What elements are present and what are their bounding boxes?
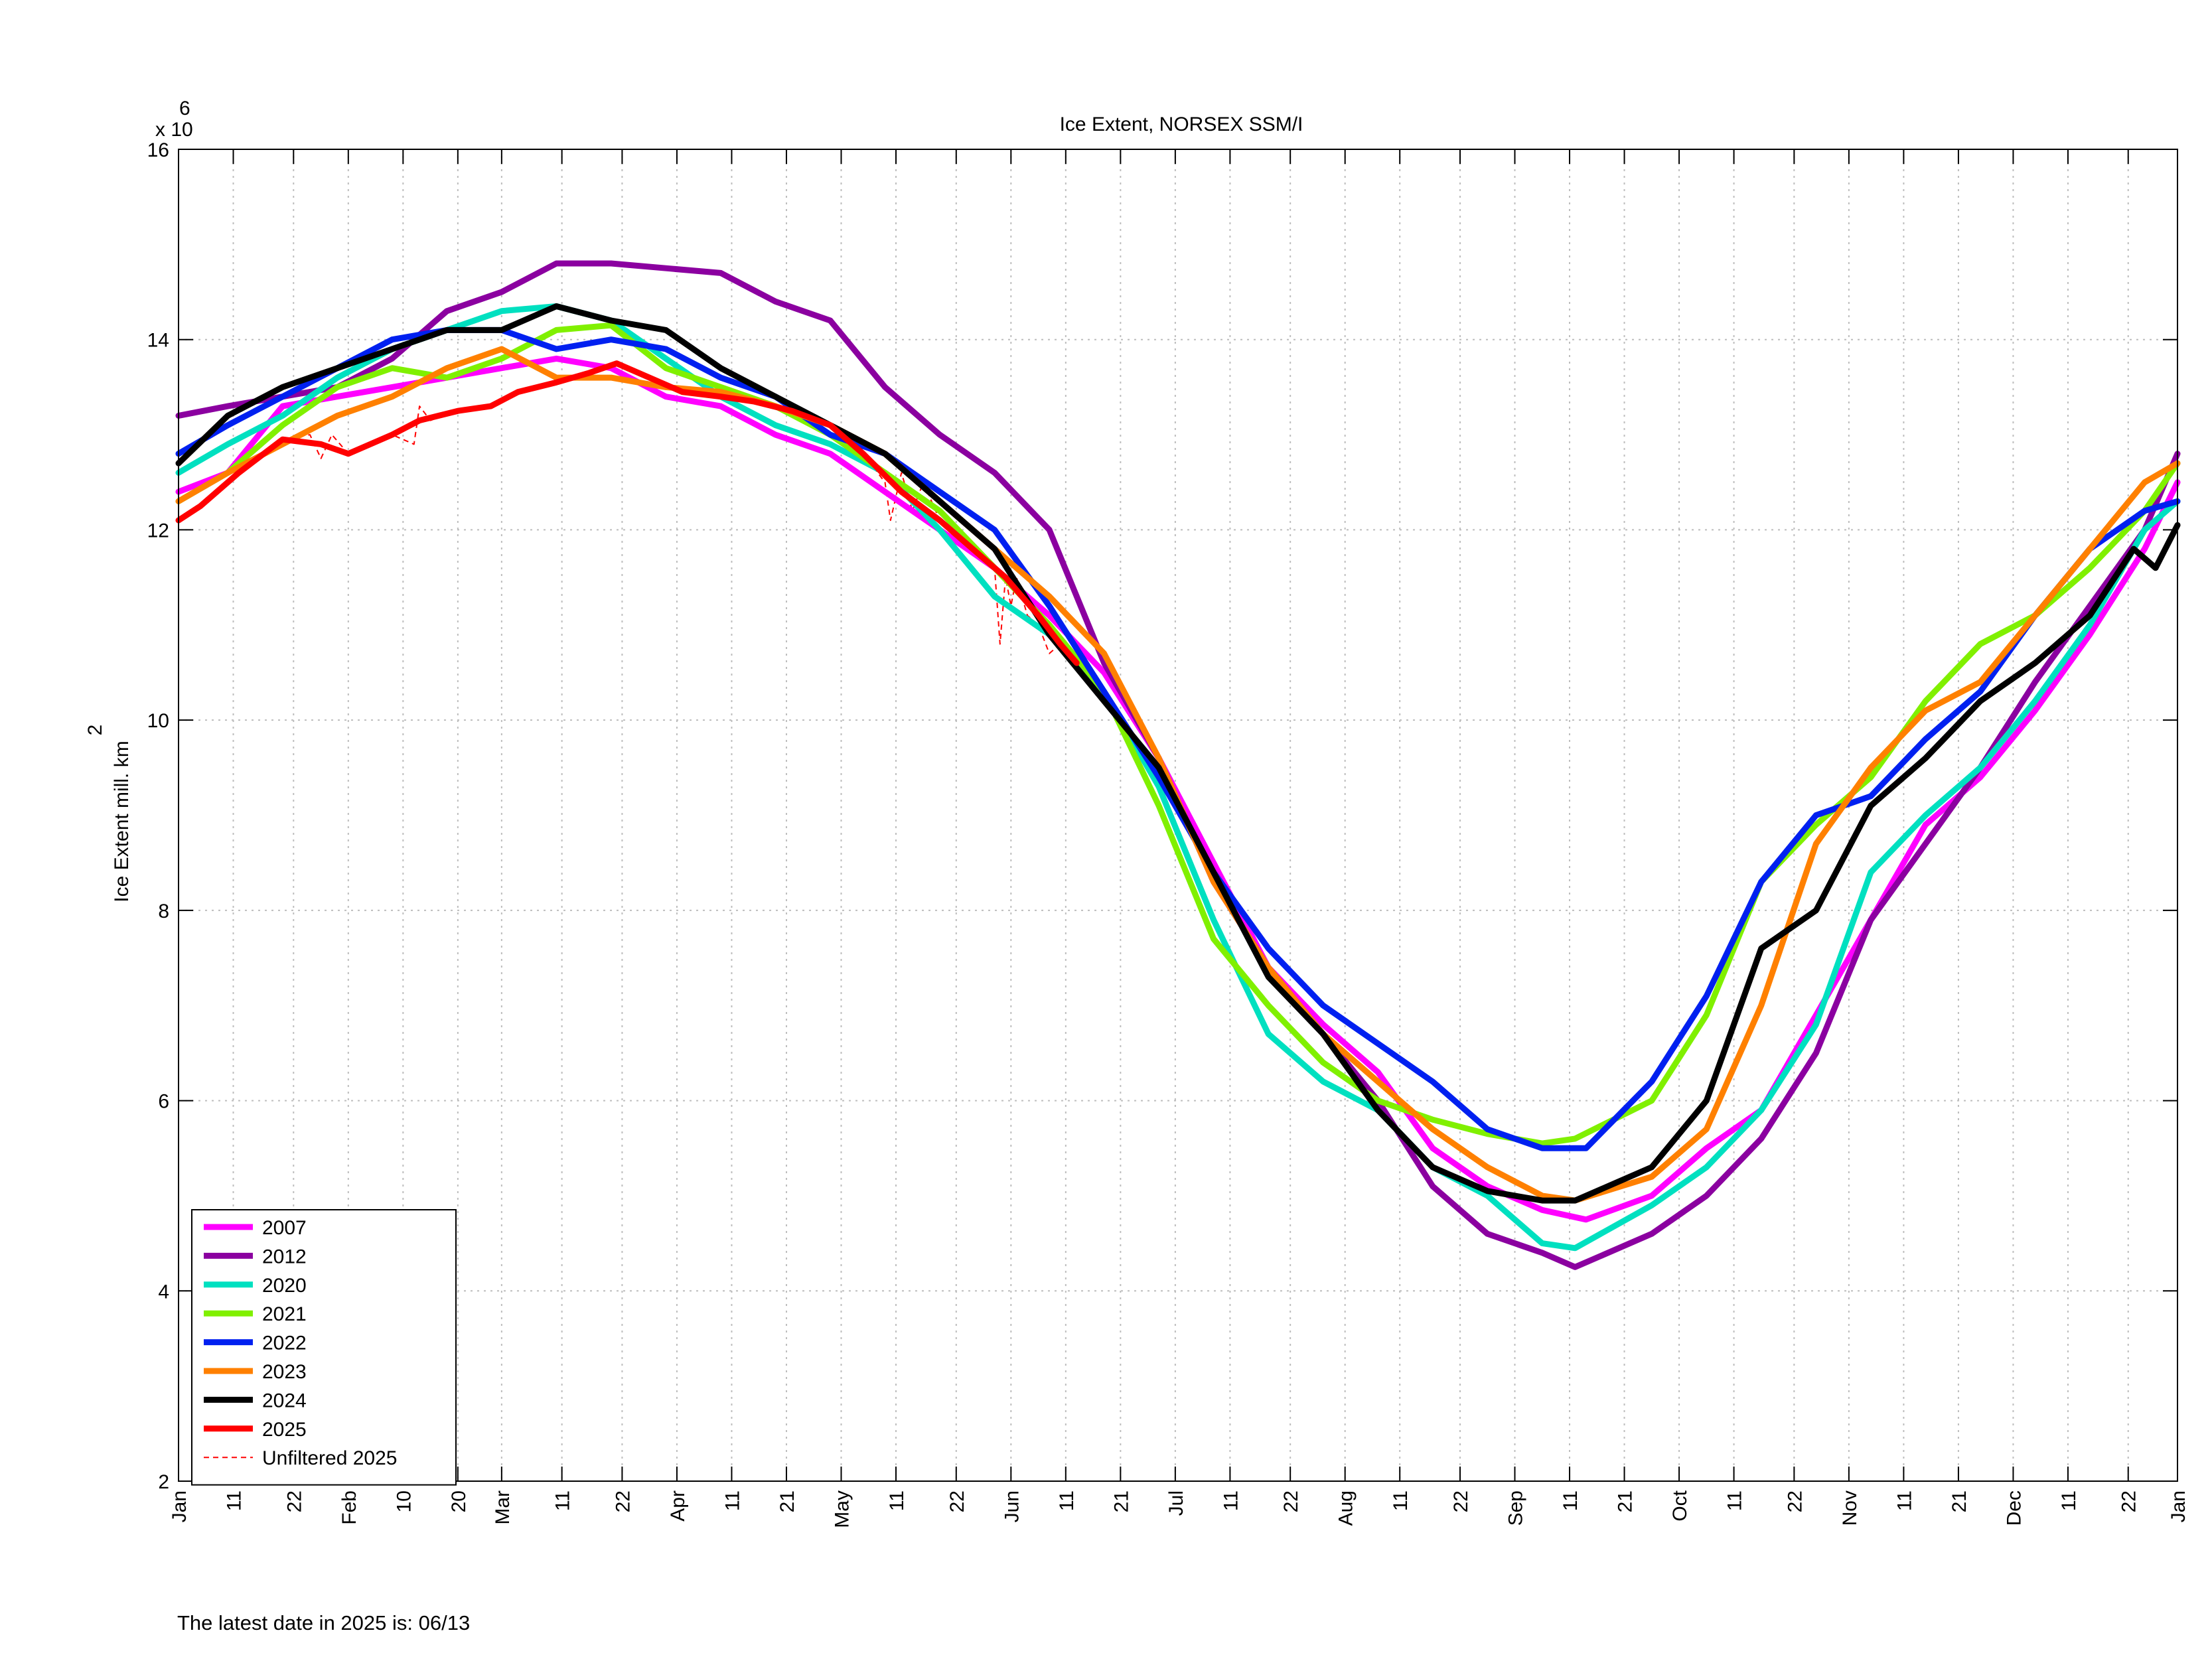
x-tick-label: 11	[552, 1490, 574, 1511]
x-tick-label: 22	[612, 1490, 634, 1512]
x-tick-label: 21	[1949, 1490, 1970, 1512]
x-tick-label: Aug	[1335, 1490, 1357, 1526]
plot-frame	[178, 149, 2178, 1482]
x-tick-label: Feb	[338, 1490, 360, 1525]
x-tick-label: 22	[2118, 1490, 2140, 1512]
x-tick-label: 21	[1110, 1490, 1132, 1512]
x-tick-label: Apr	[667, 1490, 689, 1522]
x-tick-label: 11	[1220, 1490, 1242, 1511]
x-tick-label: Jan	[169, 1490, 190, 1522]
y-tick-label: 12	[147, 520, 169, 541]
y-tick-label: 16	[147, 139, 169, 161]
x-tick-label: Jan	[2168, 1490, 2189, 1522]
y-tick-label: 2	[158, 1471, 169, 1493]
chart-title: Ice Extent, NORSEX SSM/I	[1060, 113, 1303, 135]
series-line-2022	[175, 326, 2181, 1151]
series-line-2020	[175, 303, 2181, 1252]
x-tick-label: 11	[1056, 1490, 1078, 1511]
x-tick-label: Dec	[2003, 1490, 2025, 1526]
x-tick-label: 22	[283, 1490, 305, 1512]
x-tick-label: 11	[1893, 1490, 1915, 1511]
x-tick-label: 22	[1450, 1490, 1472, 1512]
legend: 2007 2012 2020 2021 2022 2023 2024 2025 Unfilter…	[191, 1209, 457, 1486]
x-tick-label: 11	[1724, 1490, 1746, 1511]
x-tick-label: 11	[224, 1490, 246, 1511]
legend-label: 2007	[262, 1217, 307, 1239]
x-tick-label: 21	[1615, 1490, 1637, 1512]
y-axis-label: Ice Extent mill. km	[111, 741, 133, 902]
legend-label: 2020	[262, 1275, 307, 1297]
plot-series	[175, 260, 2181, 1270]
x-tick-label: Jul	[1165, 1490, 1187, 1516]
y-axis-label-superscript-group: 2	[84, 725, 106, 736]
y-tick-label: 4	[158, 1281, 169, 1303]
x-axis-ticks: Jan 11 22 Feb 10 20 Mar 11 22 Apr 11 21 May 11 22 Jun 11…	[169, 149, 2189, 1528]
x-tick-label: 22	[946, 1490, 968, 1512]
y-axis-label-superscript: 2	[84, 725, 106, 736]
y-tick-label: 8	[158, 901, 169, 922]
y-exponent-label: x 10	[155, 119, 193, 141]
y-tick-label: 6	[158, 1091, 169, 1113]
x-tick-label: 22	[1784, 1490, 1806, 1512]
x-tick-label: 22	[1280, 1490, 1302, 1512]
y-axis-ticks: 2 4 6 8 10 12 14 16	[147, 139, 2177, 1493]
y-axis-label-group: Ice Extent mill. km	[111, 741, 133, 902]
x-tick-label: Nov	[1839, 1490, 1861, 1526]
x-tick-label: 11	[1390, 1490, 1412, 1511]
series-line-2023	[175, 346, 2181, 1204]
legend-label: 2022	[262, 1333, 307, 1354]
series-line-2025	[175, 360, 1080, 666]
x-tick-label: May	[831, 1490, 853, 1528]
legend-label: 2024	[262, 1390, 307, 1411]
x-tick-label: 20	[448, 1490, 470, 1512]
x-tick-label: Mar	[492, 1490, 514, 1525]
y-exponent-power: 6	[179, 98, 190, 119]
x-tick-label: 10	[393, 1490, 415, 1512]
legend-label: Unfiltered 2025	[262, 1447, 397, 1469]
x-tick-label: 11	[721, 1490, 743, 1511]
y-tick-label: 14	[147, 330, 169, 352]
latest-date-note: The latest date in 2025 is: 06/13	[177, 1611, 471, 1634]
series-line-2024	[175, 303, 2181, 1204]
x-tick-label: 11	[886, 1490, 908, 1511]
x-tick-label: 21	[776, 1490, 798, 1512]
x-tick-label: 11	[1560, 1490, 1582, 1511]
x-tick-label: Oct	[1669, 1490, 1691, 1521]
y-tick-label: 10	[147, 710, 169, 732]
legend-box	[191, 1209, 457, 1486]
series-line-2021	[175, 322, 2181, 1147]
legend-label: 2012	[262, 1246, 307, 1267]
legend-label: 2021	[262, 1303, 307, 1325]
legend-label: 2025	[262, 1419, 307, 1441]
x-tick-label: Sep	[1505, 1490, 1527, 1526]
x-tick-label: Jun	[1001, 1490, 1023, 1522]
x-tick-label: 11	[2058, 1490, 2080, 1511]
legend-label: 2023	[262, 1361, 307, 1383]
